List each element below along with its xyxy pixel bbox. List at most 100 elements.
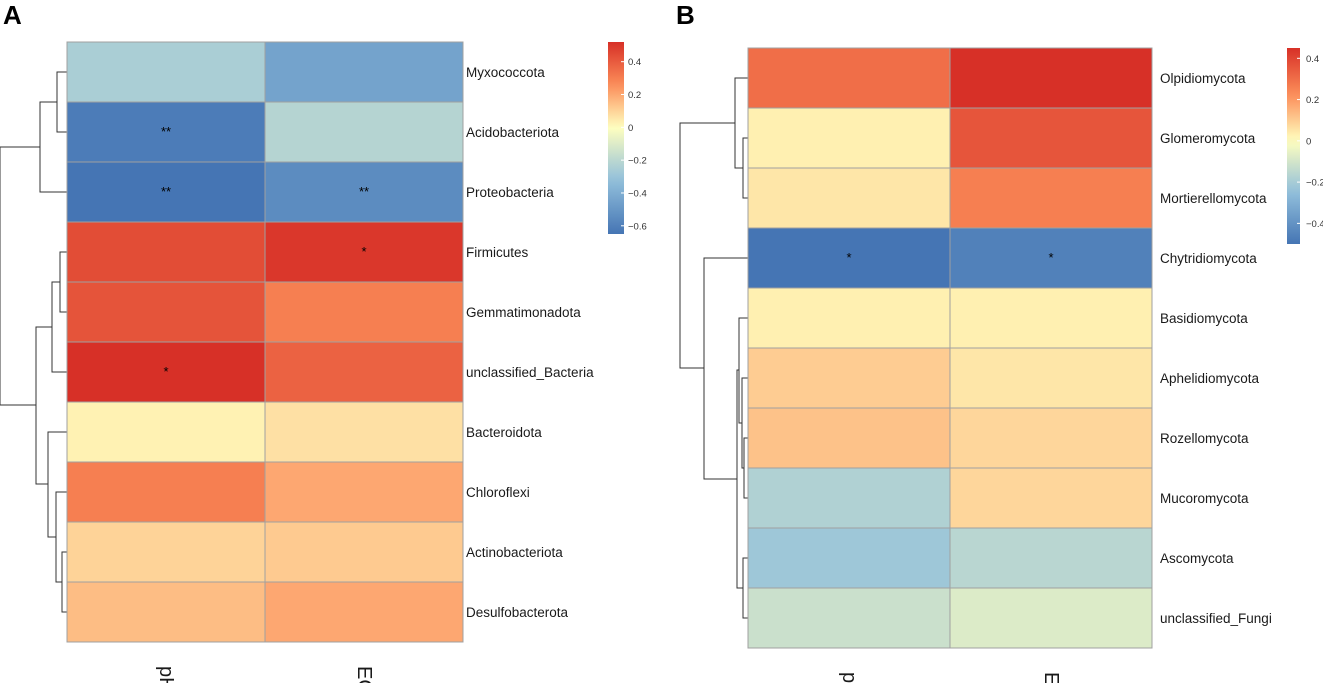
heatmap-cell: [747, 107, 951, 169]
heatmap-cell: [949, 587, 1153, 649]
heatmap-cell: [264, 581, 464, 643]
dendro-link: [741, 377, 748, 469]
dendro-link: [742, 137, 748, 199]
heatmap-cell: [66, 41, 266, 103]
row-label: Acidobacteriota: [466, 125, 560, 140]
heatmap-cell: [264, 161, 464, 223]
legend-tick-label: 0: [1306, 136, 1311, 147]
heatmap-cell: [264, 401, 464, 463]
heatmap-cell: [264, 221, 464, 283]
dendro-link: [679, 122, 735, 369]
column-label: pH: [838, 672, 860, 683]
heatmap-cell: [66, 101, 266, 163]
heatmap-cell: [949, 347, 1153, 409]
dendro-link: [35, 326, 52, 485]
dendro-link: [59, 251, 67, 313]
row-label: Desulfobacterota: [466, 605, 569, 620]
panel-a-color-legend: 0.4 0.2 0 −0.2 −0.4 −0.6: [608, 42, 647, 234]
row-label: Basidiomycota: [1160, 311, 1248, 326]
panel-b-cells: * *: [747, 47, 1153, 649]
legend-tick-label: −0.6: [628, 221, 647, 232]
heatmap-cell: [264, 341, 464, 403]
panel-b-heatmap: B * * OlpidiomycotaGlomeromycotaMortierel…: [676, 0, 1323, 683]
heatmap-cell: [949, 407, 1153, 469]
row-label: Proteobacteria: [466, 185, 554, 200]
heatmap-cell: [66, 281, 266, 343]
panel-a-dendrogram: [0, 71, 67, 613]
dendro-link: [0, 146, 40, 406]
legend-tick-label: 0.2: [628, 90, 641, 101]
dendro-link: [56, 71, 67, 133]
significance-marker: **: [359, 184, 369, 199]
legend-color-bar: [608, 42, 624, 234]
dendro-link: [39, 101, 67, 193]
dendro-link: [742, 557, 748, 619]
heatmap-cell: [949, 47, 1153, 109]
row-label: Rozellomycota: [1160, 431, 1249, 446]
heatmap-cell: [264, 41, 464, 103]
heatmap-cell: [747, 47, 951, 109]
significance-marker: *: [1048, 250, 1053, 265]
heatmap-cell: [949, 287, 1153, 349]
heatmap-cell: [66, 461, 266, 523]
heatmap-cell: [747, 467, 951, 529]
panel-b-dendrogram: [679, 77, 748, 619]
heatmap-cell: [747, 407, 951, 469]
heatmap-cell: [949, 227, 1153, 289]
heatmap-cell: [264, 101, 464, 163]
row-label: Bacteroidota: [466, 425, 542, 440]
panel-a-heatmap: A **** **** MyxococcotaAcidobacteriotaPro…: [0, 0, 647, 683]
legend-tick-label: −0.4: [1306, 219, 1323, 230]
row-label: Firmicutes: [466, 245, 529, 260]
row-label: Actinobacteriota: [466, 545, 563, 560]
heatmap-cell: [66, 521, 266, 583]
legend-tick-label: 0: [628, 123, 633, 134]
heatmap-cell: [747, 527, 951, 589]
panel-a-row-labels: Myxococcota Acidobacteriota Proteobacteria…: [466, 65, 594, 620]
panel-letter-b: B: [676, 0, 695, 30]
heatmap-cell: [747, 167, 951, 229]
legend-color-bar: [1287, 48, 1300, 244]
column-label: EC: [1040, 672, 1062, 683]
heatmap-cell: [747, 227, 951, 289]
heatmap-cell: [747, 287, 951, 349]
significance-marker: *: [361, 244, 366, 259]
dendro-link: [47, 431, 67, 538]
heatmap-cell: [747, 347, 951, 409]
significance-marker: **: [161, 124, 171, 139]
column-label: pH: [155, 666, 177, 683]
panel-a-column-labels: pH EC: [155, 666, 375, 683]
panel-b-color-legend: 0.4 0.2 0 −0.2 −0.4: [1287, 48, 1323, 244]
heatmap-cell: [66, 401, 266, 463]
significance-marker: **: [161, 184, 171, 199]
heatmap-cell: [66, 221, 266, 283]
row-label: Aphelidiomycota: [1160, 371, 1260, 386]
heatmap-cell: [66, 161, 266, 223]
legend-tick-label: −0.2: [628, 156, 647, 167]
legend-tick-label: 0.2: [1306, 95, 1319, 106]
heatmap-cell: [949, 527, 1153, 589]
legend-tick-label: −0.4: [628, 188, 647, 199]
legend-tick-label: 0.4: [1306, 54, 1319, 65]
row-label: unclassified_Bacteria: [466, 365, 594, 380]
row-label: Chytridiomycota: [1160, 251, 1257, 266]
heatmap-cell: [264, 521, 464, 583]
row-label: Ascomycota: [1160, 551, 1234, 566]
panel-b-column-labels: pH EC: [838, 672, 1062, 683]
row-label: Gemmatimonadota: [466, 305, 581, 320]
significance-marker: *: [846, 250, 851, 265]
dendro-link: [734, 77, 748, 169]
significance-marker: *: [163, 364, 168, 379]
dendro-link: [61, 551, 67, 613]
dendro-link: [703, 257, 748, 480]
row-label: Glomeromycota: [1160, 131, 1256, 146]
row-label: Chloroflexi: [466, 485, 530, 500]
row-label: Mortierellomycota: [1160, 191, 1267, 206]
heatmap-cell: [66, 581, 266, 643]
legend-tick-label: −0.2: [1306, 178, 1323, 189]
row-label: Myxococcota: [466, 65, 545, 80]
dendro-link: [738, 317, 748, 424]
panel-letter-a: A: [3, 0, 22, 30]
panel-a-cells: **** ****: [66, 41, 464, 643]
row-label: Mucoromycota: [1160, 491, 1249, 506]
